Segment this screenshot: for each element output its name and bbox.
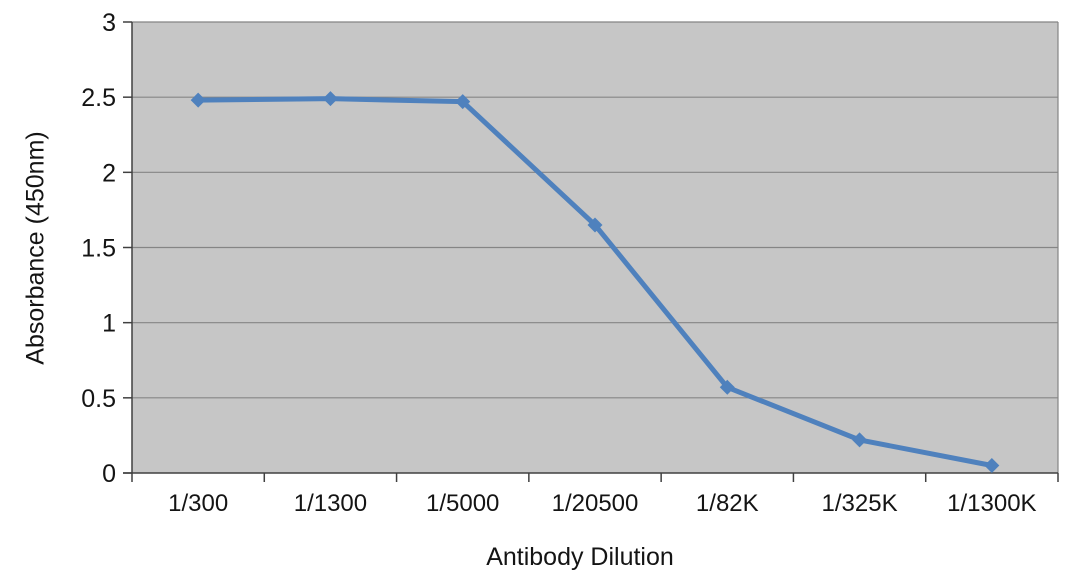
data-point-marker [984, 457, 1000, 473]
x-axis-title: Antibody Dilution [486, 543, 674, 571]
y-tick-label: 3 [102, 9, 116, 37]
x-tick-label: 1/325K [822, 490, 898, 517]
y-axis-title: Absorbance (450nm) [21, 131, 50, 365]
x-tick-label: 1/1300K [947, 490, 1036, 517]
y-tick-label: 2 [102, 159, 116, 187]
x-tick-label: 1/1300 [294, 490, 367, 517]
data-point-marker [190, 92, 206, 108]
data-point-marker [719, 379, 735, 395]
x-tick-label: 1/5000 [426, 490, 499, 517]
x-tick-label: 1/20500 [552, 490, 639, 517]
y-tick-label: 1 [102, 310, 116, 338]
y-tick-label: 0 [102, 460, 116, 488]
y-tick-label: 1.5 [81, 235, 116, 263]
data-point-marker [322, 91, 338, 107]
x-tick-label: 1/82K [696, 490, 759, 517]
data-point-marker [455, 94, 471, 110]
x-tick-label: 1/300 [168, 490, 228, 517]
data-point-marker [852, 432, 868, 448]
data-point-marker [587, 217, 603, 233]
y-tick-label: 2.5 [81, 84, 116, 112]
y-tick-label: 0.5 [81, 385, 116, 413]
